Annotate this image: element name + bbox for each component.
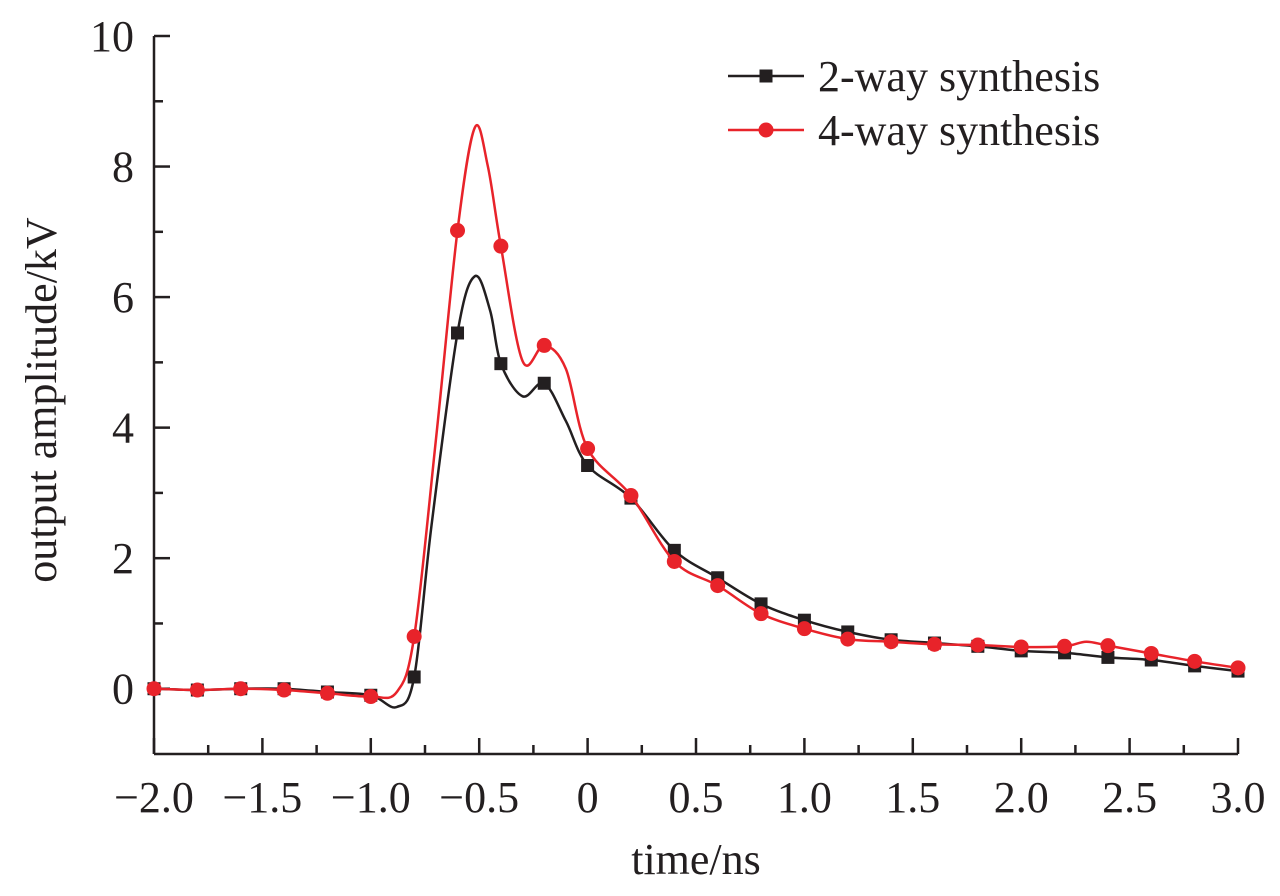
x-axis-ticks: −2.0 −1.5 −1.0 −0.5 0 0.5 1.0 1.5 2.0 2.5 3.0 [114, 738, 1266, 822]
y-tick-label: 10 [90, 12, 134, 61]
data-point [146, 681, 162, 697]
data-point [494, 357, 508, 371]
y-axis-title: output amplitude/kV [17, 217, 66, 583]
x-tick-label: 0 [577, 773, 599, 822]
data-point [1187, 653, 1203, 669]
data-point [406, 629, 422, 645]
data-point [493, 238, 509, 254]
x-tick-label: 2.5 [1102, 773, 1157, 822]
x-tick-label: 1.5 [885, 773, 940, 822]
data-point [276, 682, 292, 698]
x-tick-label: −1.0 [331, 773, 411, 822]
legend: 2-way synthesis 4-way synthesis [728, 52, 1100, 155]
data-point [189, 682, 205, 698]
data-point [1100, 638, 1116, 654]
x-tick-label: −2.0 [114, 773, 194, 822]
data-point [1230, 660, 1246, 676]
data-point [536, 337, 552, 353]
y-tick-label: 0 [112, 665, 134, 714]
data-point [710, 578, 726, 594]
series-line [153, 274, 1239, 709]
data-point [450, 223, 466, 239]
y-tick-label: 4 [112, 404, 134, 453]
legend-label: 2-way synthesis [818, 52, 1100, 101]
data-point [319, 685, 335, 701]
data-point [1013, 639, 1029, 655]
data-point [758, 122, 774, 138]
data-point [666, 553, 682, 569]
data-point [363, 689, 379, 705]
x-tick-label: 3.0 [1211, 773, 1266, 822]
data-point [581, 458, 595, 472]
x-tick-label: 2.0 [994, 773, 1049, 822]
legend-label: 4-way synthesis [818, 106, 1100, 155]
data-point [759, 69, 773, 83]
y-tick-label: 6 [112, 273, 134, 322]
data-point [796, 621, 812, 637]
series-layer [146, 123, 1246, 709]
data-point [883, 634, 899, 650]
y-tick-label: 8 [112, 143, 134, 192]
x-tick-label: 0.5 [669, 773, 724, 822]
y-tick-label: 2 [112, 534, 134, 583]
data-point [407, 670, 421, 684]
data-point [580, 441, 596, 457]
data-point [1101, 650, 1115, 664]
data-point [970, 637, 986, 653]
y-axis-ticks: 0 2 4 6 8 10 [90, 12, 170, 714]
data-point [840, 631, 856, 647]
x-tick-label: −0.5 [439, 773, 519, 822]
data-point [667, 543, 681, 557]
data-point [537, 376, 551, 390]
x-tick-label: −1.5 [222, 773, 302, 822]
series-group [146, 123, 1246, 705]
data-point [233, 681, 249, 697]
legend-item: 2-way synthesis [728, 52, 1100, 101]
x-tick-label: 1.0 [777, 773, 832, 822]
data-point [623, 488, 639, 504]
data-point [926, 636, 942, 652]
data-point [451, 326, 465, 340]
legend-item: 4-way synthesis [728, 106, 1100, 155]
data-point [1143, 645, 1159, 661]
plot-area: −2.0 −1.5 −1.0 −0.5 0 0.5 1.0 1.5 2.0 2.5 3.0 0 2 4 6… [90, 12, 1266, 822]
data-point [753, 606, 769, 622]
x-axis-title: time/ns [631, 835, 761, 884]
data-point [1057, 638, 1073, 654]
series-line [153, 123, 1239, 700]
